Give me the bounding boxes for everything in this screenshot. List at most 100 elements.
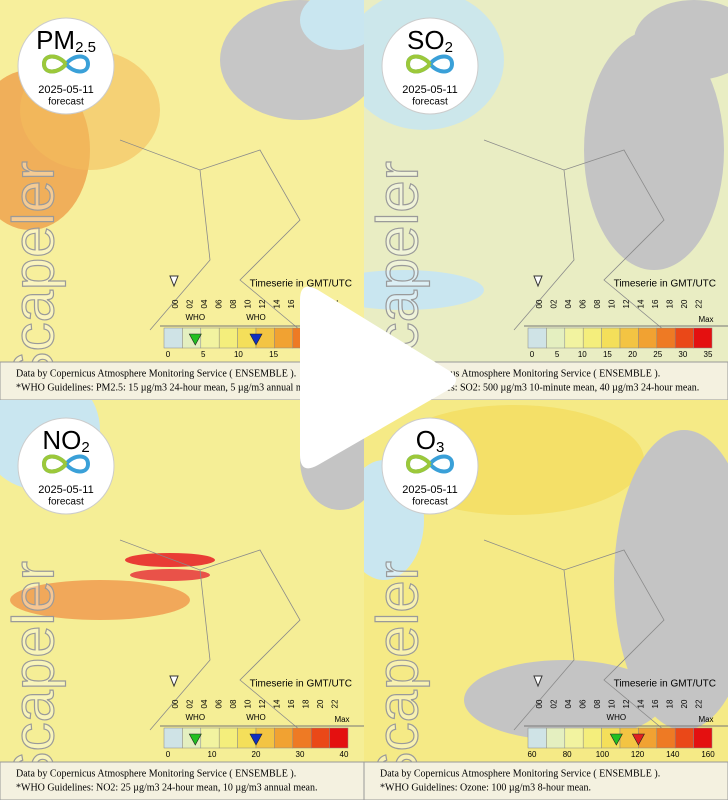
hour-label: 06 <box>215 299 224 308</box>
legend-tick: 0 <box>166 350 171 359</box>
who-marker <box>249 333 263 346</box>
hour-label: 14 <box>637 699 646 708</box>
hour-label: 02 <box>186 299 195 308</box>
status: forecast <box>48 497 84 508</box>
hour-label: 18 <box>302 699 311 708</box>
legend-cell <box>656 327 676 349</box>
time-arrow <box>169 675 179 688</box>
legend-cell <box>674 327 694 349</box>
pollution-area <box>614 430 728 730</box>
legend-cell <box>527 327 547 349</box>
legend-cell <box>546 727 566 749</box>
hour-label: 16 <box>287 299 296 308</box>
hour-label: 22 <box>331 699 340 708</box>
hour-label: 20 <box>680 699 689 708</box>
legend-cell <box>218 327 238 349</box>
hour-label: 16 <box>287 699 296 708</box>
who-label: WHO <box>185 313 205 322</box>
hour-label: 16 <box>651 299 660 308</box>
pollutant-label: SO2 <box>407 25 453 56</box>
hour-label: 06 <box>215 699 224 708</box>
who-guidelines: *WHO Guidelines: NO2: 25 µg/m3 24-hour m… <box>16 782 317 793</box>
pollutant-name: O <box>416 425 436 455</box>
hour-label: 08 <box>593 699 602 708</box>
hour-label: 10 <box>608 699 617 708</box>
hour-label: 00 <box>535 299 544 308</box>
pollutant-label: O3 <box>416 425 445 456</box>
logo-left <box>405 454 432 474</box>
pollution-area <box>125 553 215 567</box>
pollutant-label: NO2 <box>42 425 89 456</box>
watermark: Scapeler <box>365 561 430 790</box>
legend-cell <box>564 327 584 349</box>
hour-label: 10 <box>608 299 617 308</box>
legend-tick: 15 <box>269 350 278 359</box>
source-note: Data by Copernicus Atmosphere Monitoring… <box>380 368 660 379</box>
time-arrow <box>533 275 543 288</box>
timeline-title: Timeserie in GMT/UTC <box>250 279 352 290</box>
who-guidelines: *WHO Guidelines: PM2.5: 15 µg/m3 24-hour… <box>16 382 320 393</box>
hour-label: 10 <box>244 699 253 708</box>
hour-label: 00 <box>535 699 544 708</box>
hour-label: 22 <box>695 699 704 708</box>
pollution-area <box>364 270 484 310</box>
legend-cell <box>527 727 547 749</box>
border-line <box>119 139 301 331</box>
legend-cell <box>619 327 639 349</box>
hour-label: 02 <box>550 299 559 308</box>
timeline-title: Timeserie in GMT/UTC <box>614 279 716 290</box>
date: 2025-05-11 <box>402 84 457 96</box>
legend-max: Max <box>698 715 713 724</box>
legend-cell <box>693 727 713 749</box>
pollution-area <box>10 580 190 620</box>
date: 2025-05-11 <box>38 484 93 496</box>
time-arrow <box>169 275 179 288</box>
legend-cell <box>200 327 220 349</box>
who-label: WHO <box>185 713 205 722</box>
pollution-area <box>634 0 728 80</box>
hour-label: 18 <box>666 299 675 308</box>
hour-label: 02 <box>186 699 195 708</box>
hour-label: 14 <box>637 299 646 308</box>
legend-tick: 25 <box>653 350 662 359</box>
legend-tick: 10 <box>208 750 217 759</box>
source-note: Data by Copernicus Atmosphere Monitoring… <box>16 368 296 379</box>
hour-label: 04 <box>200 699 209 708</box>
timeline-title: Timeserie in GMT/UTC <box>614 679 716 690</box>
legend-max: Max <box>334 715 349 724</box>
legend-cell <box>163 727 183 749</box>
hour-label: 18 <box>666 699 675 708</box>
who-marker <box>631 733 645 746</box>
hour-label: 16 <box>651 699 660 708</box>
hour-label: 06 <box>579 299 588 308</box>
hour-label: 22 <box>695 299 704 308</box>
hour-label: 10 <box>244 299 253 308</box>
watermark: Scapeler <box>1 161 66 390</box>
legend-tick: 40 <box>340 750 349 759</box>
pollution-area <box>584 30 724 270</box>
legend-tick: 140 <box>666 750 680 759</box>
date: 2025-05-11 <box>38 84 93 96</box>
legend-cell <box>656 727 676 749</box>
hour-label: 12 <box>258 299 267 308</box>
status: forecast <box>412 497 448 508</box>
legend-cell <box>163 327 183 349</box>
pollutant-subscript: 2.5 <box>75 39 96 56</box>
play-button[interactable] <box>300 286 456 469</box>
who-label: WHO <box>246 313 266 322</box>
source-note: Data by Copernicus Atmosphere Monitoring… <box>16 768 296 779</box>
hour-label: 20 <box>680 299 689 308</box>
hour-label: 12 <box>258 699 267 708</box>
legend-cell <box>292 727 312 749</box>
legend-cell <box>693 327 713 349</box>
legend-tick: 10 <box>234 350 243 359</box>
hour-label: 04 <box>564 699 573 708</box>
legend-tick: 20 <box>252 750 261 759</box>
legend-cell <box>274 327 294 349</box>
pollutant-name: NO <box>42 425 81 455</box>
legend-tick: 5 <box>201 350 206 359</box>
hour-label: 08 <box>229 699 238 708</box>
status: forecast <box>412 97 448 108</box>
